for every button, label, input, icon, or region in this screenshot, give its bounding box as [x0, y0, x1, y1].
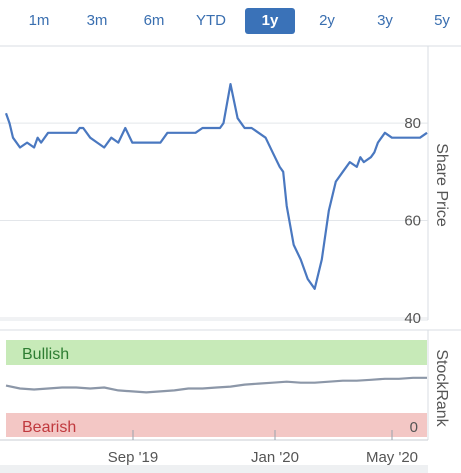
x-axis: Sep '19 Jan '20 May '20 [0, 430, 428, 473]
price-tick-label: 80 [404, 115, 421, 132]
price-tick-label: 40 [404, 310, 421, 327]
range-tab-1y[interactable]: 1y [245, 8, 295, 34]
range-tab-3y[interactable]: 3y [377, 12, 393, 29]
range-tab-1m[interactable]: 1m [28, 12, 50, 29]
price-gridlines [0, 122, 428, 319]
range-tab-2y[interactable]: 2y [319, 12, 335, 29]
range-tab-5y[interactable]: 5y [434, 12, 450, 29]
share-price-axis-label: Share Price [433, 143, 450, 227]
x-tick-group: Sep '19 Jan '20 May '20 [108, 430, 418, 466]
bullish-band [6, 340, 427, 365]
stockrank-axis-label: StockRank [433, 349, 450, 427]
stockrank-line [5, 376, 427, 394]
range-tab-3m[interactable]: 3m [86, 12, 108, 29]
x-tick-label: Jan '20 [251, 449, 299, 466]
price-panel: 80 60 40 Share Price [0, 45, 461, 327]
stockrank-panel: Bullish Bearish 0 StockRank [0, 329, 461, 440]
price-tick-labels: 80 60 40 [404, 115, 421, 327]
x-tick-label: Sep '19 [108, 449, 158, 466]
bearish-band [6, 413, 427, 437]
scroll-track[interactable] [0, 465, 428, 473]
x-tick-label: May '20 [366, 449, 418, 466]
share-price-line [4, 83, 428, 290]
bullish-label: Bullish [22, 346, 69, 363]
range-tab-6m[interactable]: 6m [143, 12, 165, 29]
bearish-label: Bearish [22, 419, 76, 436]
price-tick-label: 60 [404, 213, 421, 230]
time-range-tabs: 1m 3m 6m YTD 1y 2y 3y 5y [0, 6, 461, 36]
stockrank-tick-label: 0 [410, 419, 418, 436]
range-tab-ytd[interactable]: YTD [196, 12, 226, 29]
